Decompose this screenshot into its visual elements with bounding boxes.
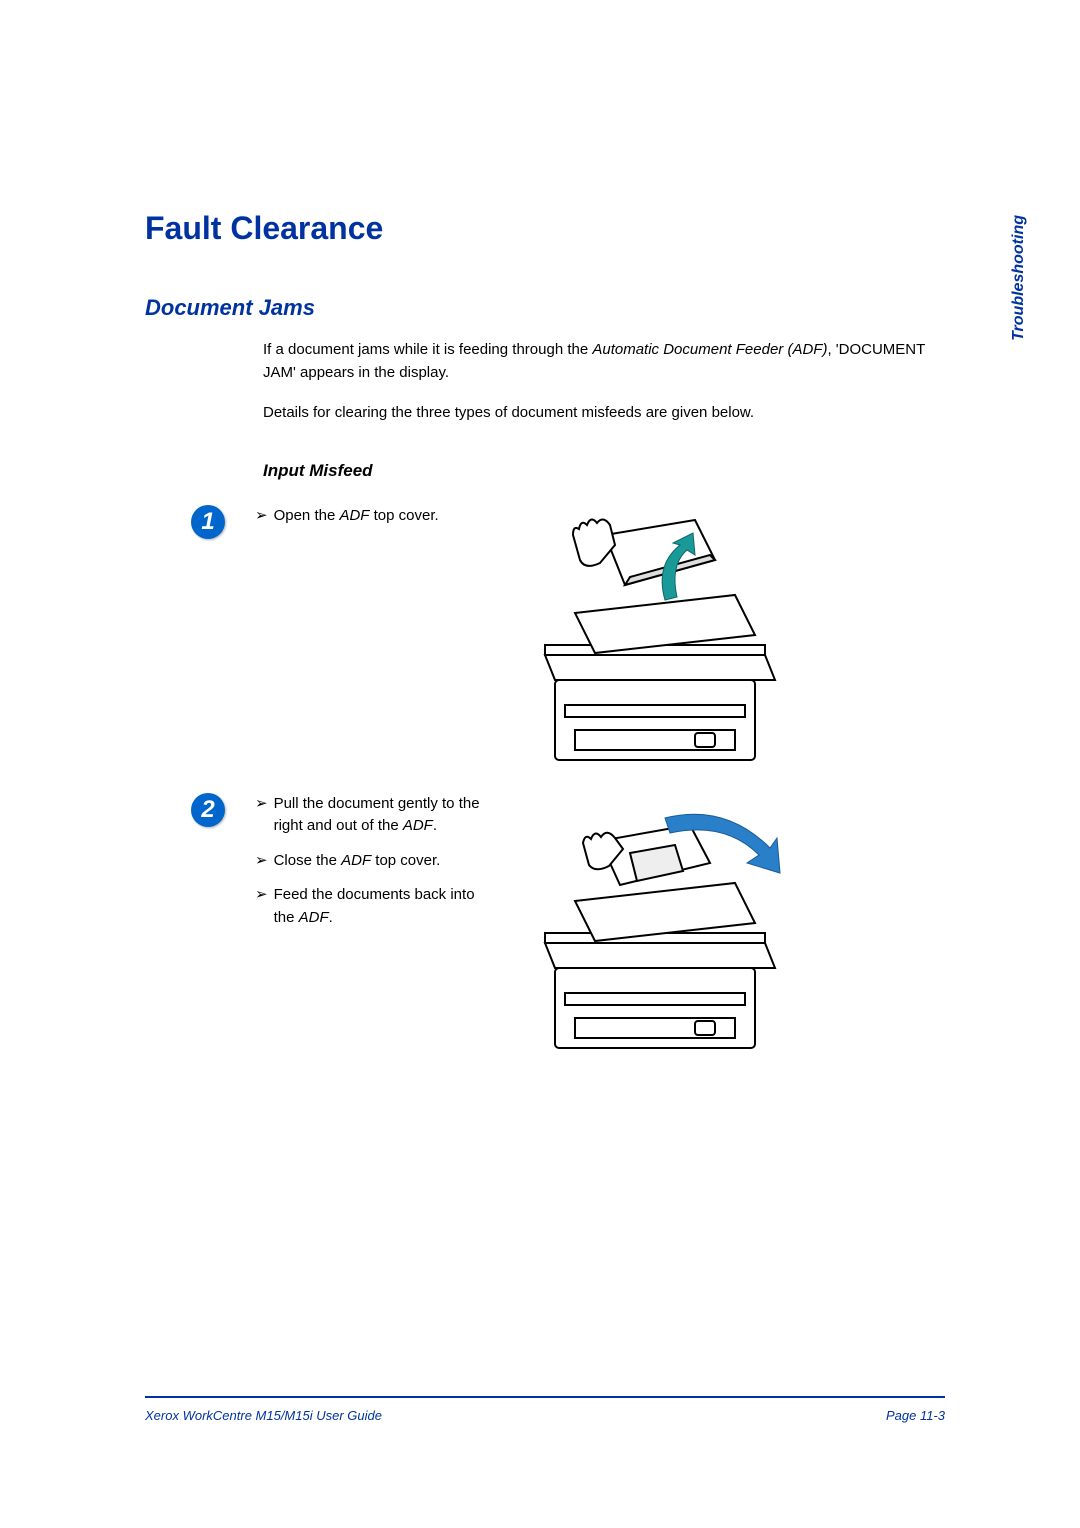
sub-heading: Document Jams (145, 295, 945, 321)
step-row: 2 ➢ Pull the document gently to the righ… (145, 793, 945, 1063)
step-2-diagram (515, 793, 795, 1063)
step-text-col: ➢ Open the ADF top cover. (255, 505, 515, 540)
section-heading: Input Misfeed (263, 461, 945, 481)
page-content: Fault Clearance Document Jams If a docum… (145, 210, 945, 1081)
bullet-item: ➢ Pull the document gently to the right … (255, 793, 495, 838)
footer-right: Page 11-3 (886, 1408, 945, 1423)
step-row: 1 ➢ Open the ADF top cover. (145, 505, 945, 775)
bullet-item: ➢ Feed the documents back into the ADF. (255, 884, 495, 929)
chevron-icon: ➢ (255, 505, 268, 528)
chevron-icon: ➢ (255, 793, 268, 838)
step-text-col: ➢ Pull the document gently to the right … (255, 793, 515, 942)
printer-open-cover-icon (515, 505, 795, 775)
page-footer: Xerox WorkCentre M15/M15i User Guide Pag… (145, 1396, 945, 1423)
chevron-icon: ➢ (255, 850, 268, 873)
intro-paragraph-1: If a document jams while it is feeding t… (263, 339, 945, 384)
step-1-diagram (515, 505, 795, 775)
step-badge-1: 1 (191, 505, 225, 539)
side-section-label: Troubleshooting (1010, 215, 1028, 341)
intro-paragraph-2: Details for clearing the three types of … (263, 402, 945, 425)
chevron-icon: ➢ (255, 884, 268, 929)
step-badge-2: 2 (191, 793, 225, 827)
printer-pull-paper-icon (515, 793, 795, 1063)
footer-left: Xerox WorkCentre M15/M15i User Guide (145, 1408, 382, 1423)
bullet-item: ➢ Close the ADF top cover. (255, 850, 495, 873)
main-heading: Fault Clearance (145, 210, 945, 247)
bullet-item: ➢ Open the ADF top cover. (255, 505, 495, 528)
